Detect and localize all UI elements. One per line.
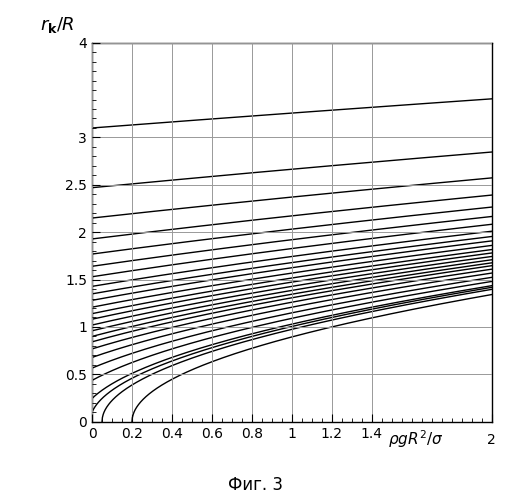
Text: 2: 2	[487, 433, 496, 447]
Text: $\rho g R^2/\sigma$: $\rho g R^2/\sigma$	[388, 428, 444, 450]
Text: Фиг. 3: Фиг. 3	[228, 476, 283, 494]
Text: $r_\mathbf{k}/R$: $r_\mathbf{k}/R$	[40, 15, 75, 35]
